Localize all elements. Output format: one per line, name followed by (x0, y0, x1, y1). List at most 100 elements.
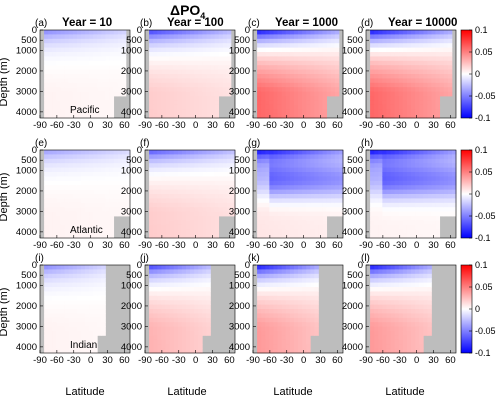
anomaly-cell (285, 104, 291, 110)
anomaly-cell (194, 91, 199, 97)
anomaly-cell (386, 331, 391, 336)
anomaly-cell (370, 69, 375, 75)
y-tick-label: 3000 (121, 321, 142, 332)
anomaly-cell (181, 87, 187, 92)
anomaly-cell (190, 56, 195, 62)
anomaly-cell (214, 34, 220, 40)
anomaly-cell (447, 172, 453, 177)
anomaly-cell (302, 198, 307, 204)
anomaly-cell (406, 65, 412, 70)
anomaly-cell (222, 185, 228, 190)
anomaly-cell (198, 194, 203, 199)
anomaly-cell (265, 269, 270, 275)
anomaly-cell (177, 194, 183, 199)
panel-frame (39, 29, 131, 119)
anomaly-cell (165, 278, 170, 283)
anomaly-cell (56, 344, 61, 349)
anomaly-cell (382, 74, 387, 79)
anomaly-cell (222, 78, 228, 84)
anomaly-cell (97, 224, 102, 230)
anomaly-cell (60, 339, 65, 345)
anomaly-cell (80, 344, 86, 349)
anomaly-cell (415, 265, 420, 270)
anomaly-cell (153, 269, 158, 275)
anomaly-cell (257, 113, 262, 119)
anomaly-cell (402, 109, 408, 114)
anomaly-cell (415, 87, 420, 92)
anomaly-cell (149, 216, 154, 221)
anomaly-cell (169, 211, 175, 217)
anomaly-cell (194, 339, 199, 345)
anomaly-cell (378, 38, 383, 44)
anomaly-cell (165, 43, 170, 48)
anomaly-cell (310, 291, 315, 297)
anomaly-cell (386, 309, 391, 314)
anomaly-cell (194, 198, 199, 204)
anomaly-cell (423, 47, 428, 53)
anomaly-cell (97, 287, 102, 292)
anomaly-cell (302, 69, 307, 75)
anomaly-cell (190, 265, 195, 270)
anomaly-cell (80, 185, 86, 190)
anomaly-cell (415, 34, 420, 40)
anomaly-cell (447, 185, 453, 190)
anomaly-cell (314, 287, 319, 292)
anomaly-cell (318, 96, 323, 101)
colorbar-tick-label: 0.1 (475, 25, 488, 35)
anomaly-cell (76, 47, 82, 53)
anomaly-cell (80, 158, 86, 164)
anomaly-cell (382, 78, 387, 84)
anomaly-cell (277, 339, 283, 345)
anomaly-cell (277, 233, 283, 239)
anomaly-cell (60, 278, 65, 283)
anomaly-cell (322, 30, 328, 35)
anomaly-cell (80, 47, 86, 53)
anomaly-cell (161, 52, 166, 57)
anomaly-cell (386, 304, 391, 310)
anomaly-cell (257, 47, 262, 53)
anomaly-cell (310, 207, 315, 212)
anomaly-cell (269, 104, 274, 110)
anomaly-cell (378, 60, 383, 66)
anomaly-cell (60, 211, 65, 217)
anomaly-cell (194, 202, 199, 208)
anomaly-cell (398, 265, 404, 270)
anomaly-cell (190, 78, 195, 84)
anomaly-cell (411, 91, 416, 97)
anomaly-cell (109, 189, 115, 195)
anomaly-cell (56, 91, 61, 97)
anomaly-cell (411, 104, 416, 110)
anomaly-cell (285, 100, 291, 106)
anomaly-cell (265, 229, 270, 234)
anomaly-cell (298, 224, 303, 230)
anomaly-cell (406, 30, 412, 35)
anomaly-cell (85, 211, 90, 217)
anomaly-cell (60, 309, 65, 314)
anomaly-cell (443, 87, 449, 92)
anomaly-cell (97, 291, 102, 297)
anomaly-cell (206, 304, 211, 310)
anomaly-cell (153, 216, 158, 221)
anomaly-cell (202, 326, 207, 332)
anomaly-cell (370, 233, 375, 239)
anomaly-cell (52, 291, 57, 297)
anomaly-cell (289, 150, 295, 155)
anomaly-cell (149, 87, 154, 92)
anomaly-cell (451, 158, 457, 164)
anomaly-cell (302, 82, 307, 88)
anomaly-cell (382, 291, 387, 297)
anomaly-cell (181, 339, 187, 345)
anomaly-cell (185, 163, 191, 168)
anomaly-cell (64, 269, 70, 275)
anomaly-cell (109, 224, 115, 230)
anomaly-cell (101, 211, 106, 217)
anomaly-cell (60, 154, 65, 160)
anomaly-cell (44, 60, 49, 66)
anomaly-cell (293, 309, 299, 314)
anomaly-cell (435, 104, 441, 110)
anomaly-cell (257, 38, 262, 44)
anomaly-cell (206, 313, 211, 319)
anomaly-cell (157, 202, 162, 208)
anomaly-cell (382, 34, 387, 40)
anomaly-cell (44, 304, 49, 310)
